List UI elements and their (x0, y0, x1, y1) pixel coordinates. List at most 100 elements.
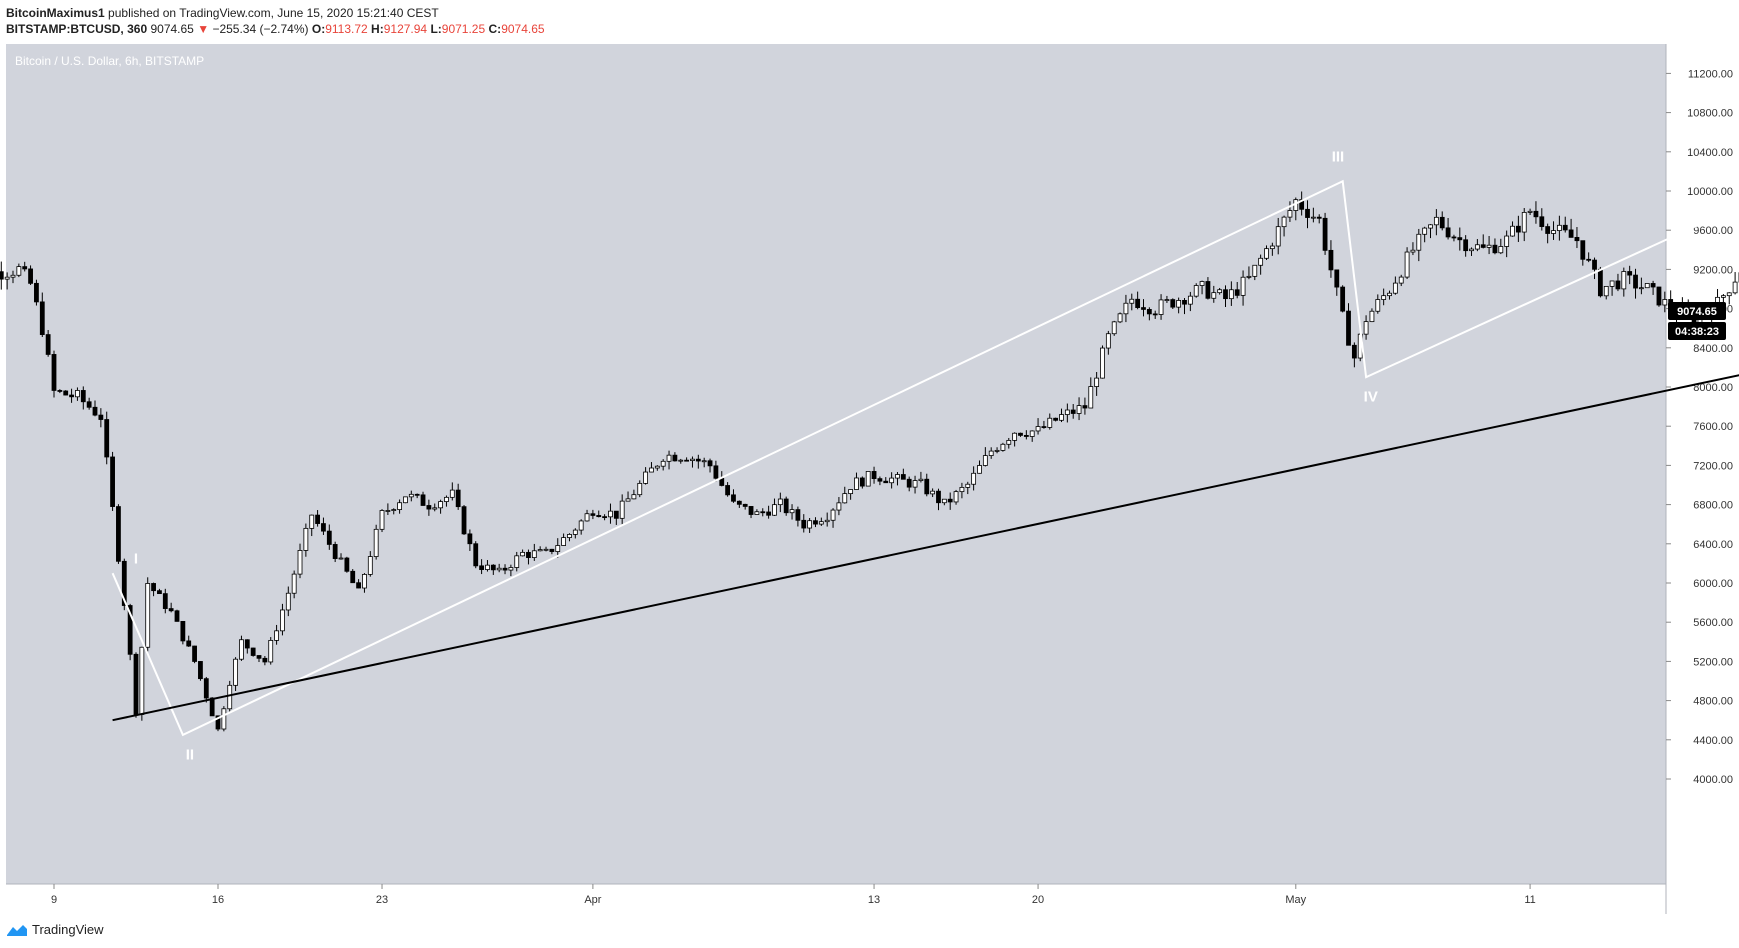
candle-body (444, 496, 449, 502)
candle-body (1000, 443, 1006, 451)
candle-body (1023, 435, 1029, 437)
footer-brand: TradingView (32, 922, 104, 937)
candle-body (1539, 216, 1545, 227)
candle-body (895, 474, 900, 479)
y-tick-label: 5200.00 (1693, 656, 1733, 668)
candle-body (1141, 307, 1146, 310)
candle-body (1170, 299, 1176, 308)
candle-body (80, 390, 86, 403)
candle-body (285, 592, 291, 611)
candle-body (1351, 344, 1357, 359)
candle-body (1580, 240, 1586, 260)
tradingview-footer[interactable]: TradingView (6, 922, 104, 937)
candle-body (643, 471, 649, 484)
candle-body (1041, 426, 1047, 428)
candle-body (362, 573, 367, 589)
candle-body (162, 593, 168, 609)
candle-body (1633, 274, 1638, 289)
candle-body (871, 471, 877, 480)
candle-body (1445, 227, 1451, 238)
candle-body (1586, 258, 1592, 261)
candle-body (930, 490, 936, 495)
candle-body (836, 502, 842, 511)
candle-body (859, 477, 865, 487)
candle-body (473, 543, 479, 567)
candle-body (1644, 283, 1650, 289)
plot-area[interactable] (6, 44, 1666, 884)
candle-body (1111, 321, 1117, 335)
candle-body (1123, 302, 1129, 315)
candle-body (274, 630, 279, 641)
price-axis[interactable] (1666, 44, 1739, 884)
candle-body (865, 471, 871, 487)
time-axis[interactable] (6, 884, 1666, 914)
candle-body (127, 605, 133, 655)
candle-body (801, 519, 807, 529)
candle-body (1627, 271, 1633, 276)
low-label: L: (430, 22, 442, 36)
candle-body (309, 514, 315, 529)
candle-body (1387, 292, 1392, 297)
candle-body (1035, 426, 1041, 432)
x-tick-label: 23 (376, 894, 388, 906)
candle-body (1568, 229, 1574, 238)
candle-body (408, 493, 414, 498)
candle-body (192, 645, 197, 662)
candle-body (602, 516, 608, 519)
candle-body (1638, 287, 1644, 290)
candle-body (1486, 244, 1492, 248)
candle-body (1269, 245, 1275, 250)
candle-body (1392, 282, 1398, 294)
candle-body (736, 500, 742, 505)
x-tick-label: 11 (1524, 894, 1535, 906)
candle-body (1258, 257, 1264, 266)
candle-body (701, 460, 707, 463)
candle-body (75, 390, 80, 398)
candle-body (321, 523, 326, 532)
candle-body (168, 608, 174, 612)
candle-body (16, 266, 22, 276)
y-tick-label: 11200.00 (1688, 68, 1733, 80)
candle-body (39, 301, 45, 335)
candle-body (754, 511, 760, 515)
candle-body (1070, 409, 1076, 414)
ohlc-line: BITSTAMP:BTCUSD, 360 9074.65 ▼ −255.34 (… (6, 22, 545, 36)
candle-body (1228, 289, 1234, 300)
last-price: 9074.65 (150, 22, 194, 36)
candle-body (1135, 298, 1141, 308)
y-tick-label: 5600.00 (1693, 617, 1733, 629)
candle-body (420, 494, 426, 506)
candle-body (1597, 268, 1603, 297)
candle-body (660, 460, 666, 467)
candle-body (508, 567, 514, 571)
candle-body (1334, 269, 1340, 288)
candle-body (877, 478, 883, 482)
down-arrow-icon: ▼ (197, 22, 210, 36)
candle-body (121, 560, 127, 606)
candle-body (1469, 248, 1474, 252)
candle-body (244, 639, 250, 649)
candle-body (695, 458, 701, 462)
candle-body (467, 533, 473, 545)
candle-body (1164, 299, 1170, 301)
candle-body (572, 529, 578, 535)
candle-body (455, 489, 461, 508)
price-box-bg (1668, 302, 1726, 320)
candle-body (215, 715, 221, 730)
candle-body (356, 582, 361, 589)
candle-body (906, 478, 912, 488)
candle-body (777, 498, 783, 506)
candle-body (672, 454, 678, 462)
y-tick-label: 8400.00 (1693, 343, 1733, 355)
candle-body (889, 477, 895, 484)
candle-body (772, 504, 777, 516)
candle-body (1451, 236, 1457, 239)
candle-body (1094, 377, 1100, 387)
x-tick-label: 9 (51, 894, 57, 906)
candle-body (678, 459, 684, 462)
candle-body (1006, 440, 1012, 445)
candle-body (1246, 275, 1252, 278)
candle-body (344, 557, 350, 572)
author-name[interactable]: BitcoinMaximus1 (6, 6, 105, 20)
